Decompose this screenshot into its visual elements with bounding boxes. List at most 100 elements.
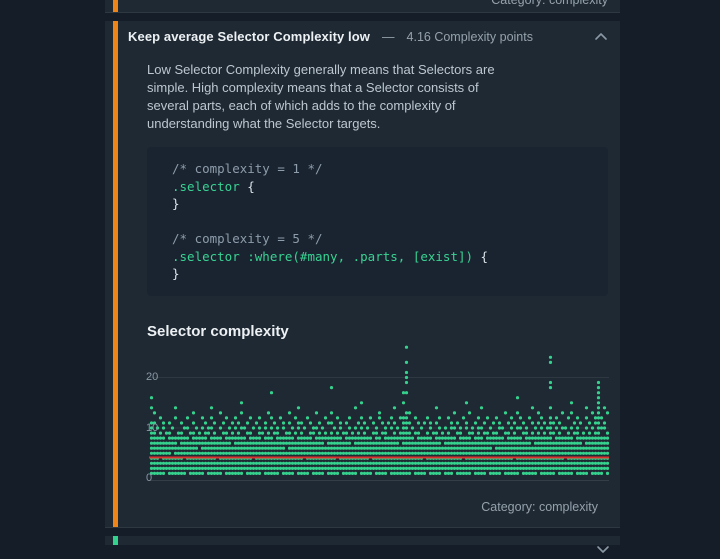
scatter-plot[interactable] <box>147 344 610 485</box>
data-point <box>536 410 541 414</box>
data-point <box>176 431 181 435</box>
data-point <box>500 436 505 440</box>
data-point <box>263 441 268 445</box>
data-point <box>464 471 469 475</box>
data-point <box>464 400 469 404</box>
data-point <box>443 466 448 470</box>
data-point <box>377 471 382 475</box>
data-point <box>278 466 283 470</box>
data-point <box>437 415 442 419</box>
data-point <box>410 466 415 470</box>
data-point <box>221 431 226 435</box>
data-point <box>218 410 223 414</box>
data-point <box>374 441 379 445</box>
data-point <box>464 451 469 455</box>
data-point <box>302 471 307 475</box>
data-point <box>413 451 418 455</box>
data-point <box>458 446 463 450</box>
data-point <box>587 431 592 435</box>
data-point <box>344 451 349 455</box>
data-point <box>515 441 520 445</box>
data-point <box>560 425 565 430</box>
data-point <box>596 410 601 414</box>
data-point <box>461 471 466 475</box>
data-point <box>515 425 520 430</box>
data-point <box>449 466 454 470</box>
data-point <box>578 471 583 475</box>
data-point <box>512 461 517 465</box>
card-header[interactable]: Keep average Selector Complexity low — 4… <box>128 29 610 44</box>
collapse-button[interactable] <box>594 32 608 41</box>
data-point <box>428 471 433 475</box>
data-point <box>215 441 220 445</box>
data-point <box>341 466 346 470</box>
data-point <box>542 441 547 445</box>
data-point <box>575 441 580 445</box>
data-point <box>362 451 367 455</box>
data-point <box>185 461 190 465</box>
data-point <box>245 471 250 475</box>
data-point <box>377 446 382 450</box>
data-point <box>569 466 574 470</box>
data-point <box>398 431 403 435</box>
data-point <box>587 461 592 465</box>
data-point <box>362 420 367 425</box>
data-point <box>341 461 346 465</box>
data-point <box>167 436 172 440</box>
data-point <box>398 446 403 450</box>
data-point <box>593 446 598 450</box>
code-token-comment: /* complexity = 5 */ <box>172 231 323 246</box>
data-point <box>197 431 202 435</box>
data-point <box>356 441 361 445</box>
data-point <box>533 436 538 440</box>
data-point <box>314 441 319 445</box>
data-point <box>266 466 271 470</box>
data-point <box>473 420 478 425</box>
data-point <box>347 415 352 419</box>
data-point <box>383 441 388 445</box>
data-point <box>533 441 538 445</box>
data-point <box>281 461 286 465</box>
data-point <box>368 415 373 419</box>
data-point <box>527 461 532 465</box>
data-point <box>464 436 469 440</box>
data-point <box>167 451 172 455</box>
data-point <box>212 446 217 450</box>
data-point <box>257 446 262 450</box>
data-point <box>605 431 610 435</box>
data-point <box>290 466 295 470</box>
card-accent-bar <box>113 536 118 545</box>
data-point <box>473 471 478 475</box>
data-point <box>437 471 442 475</box>
data-point <box>149 431 154 435</box>
data-point <box>155 466 160 470</box>
data-point <box>527 471 532 475</box>
data-point <box>275 431 280 435</box>
data-point <box>455 471 460 475</box>
data-point <box>446 446 451 450</box>
data-point <box>497 446 502 450</box>
data-point <box>464 466 469 470</box>
data-point <box>533 466 538 470</box>
data-point <box>218 425 223 430</box>
data-point <box>320 466 325 470</box>
data-point <box>599 446 604 450</box>
data-point <box>155 446 160 450</box>
data-point <box>398 461 403 465</box>
data-point <box>164 446 169 450</box>
data-point <box>335 431 340 435</box>
expand-button[interactable] <box>596 541 610 559</box>
data-point <box>395 471 400 475</box>
dots-layer <box>149 345 610 475</box>
data-point <box>383 451 388 455</box>
data-point <box>497 425 502 430</box>
data-point <box>167 431 172 435</box>
data-point <box>557 436 562 440</box>
data-point <box>392 471 397 475</box>
page: { "prev_card": { "category_label": "Cate… <box>105 0 620 553</box>
data-point <box>431 431 436 435</box>
data-point <box>227 441 232 445</box>
data-point <box>218 446 223 450</box>
data-point <box>452 446 457 450</box>
data-point <box>242 461 247 465</box>
